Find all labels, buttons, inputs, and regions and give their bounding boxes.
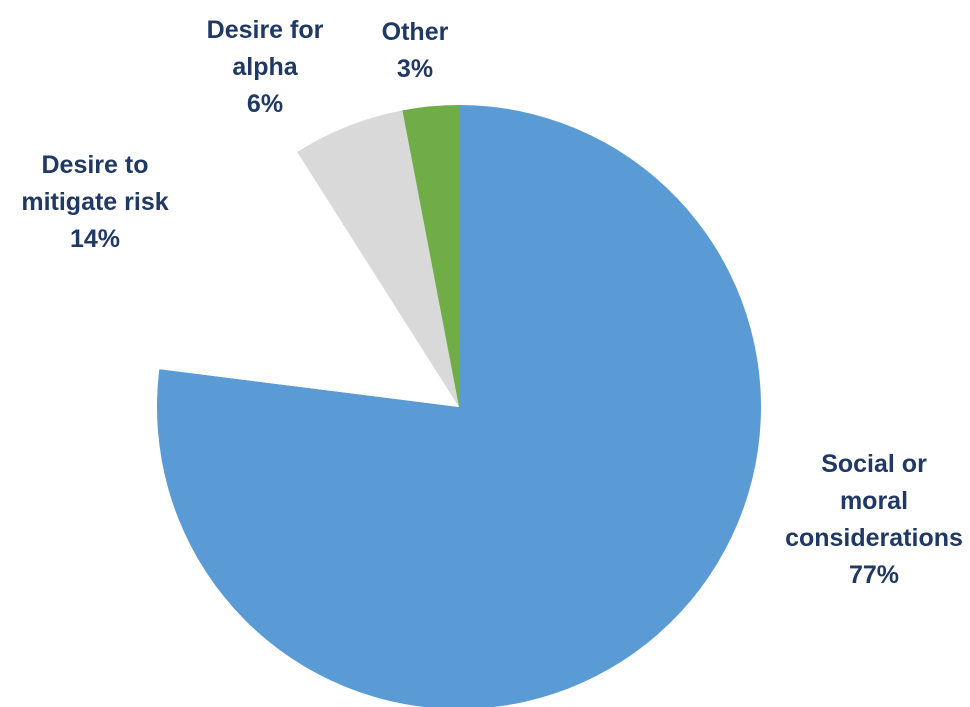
data-label-desire-to-mitigate-risk: Desire to mitigate risk 14% <box>21 151 168 253</box>
data-label-value: 77% <box>849 561 899 589</box>
data-label-value: 6% <box>247 90 283 118</box>
data-label-category: Desire for <box>207 16 324 44</box>
data-label-other: Other 3% <box>382 18 449 83</box>
data-label-category: Other <box>382 18 449 46</box>
data-label-value: 14% <box>70 225 120 253</box>
data-label-category: alpha <box>232 53 298 81</box>
pie-slice-other <box>402 105 459 407</box>
data-label-social-or-moral-considerations: Social or moral considerations 77% <box>785 450 963 589</box>
pie-slice-social-or-moral-considerations <box>157 105 761 707</box>
data-label-value: 3% <box>397 55 433 83</box>
data-label-category: mitigate risk <box>21 188 168 216</box>
data-label-category: considerations <box>785 524 963 552</box>
pie-slice-desire-to-mitigate-risk <box>159 152 459 407</box>
data-label-desire-for-alpha: Desire for alpha 6% <box>207 16 324 118</box>
data-label-category: moral <box>840 487 908 515</box>
data-label-category: Social or <box>821 450 927 478</box>
pie-slices <box>157 105 761 707</box>
pie-labels: Social or moral considerations 77% Desire to… <box>21 16 963 589</box>
data-label-category: Desire to <box>42 151 149 179</box>
pie-slice-desire-for-alpha <box>297 110 459 407</box>
